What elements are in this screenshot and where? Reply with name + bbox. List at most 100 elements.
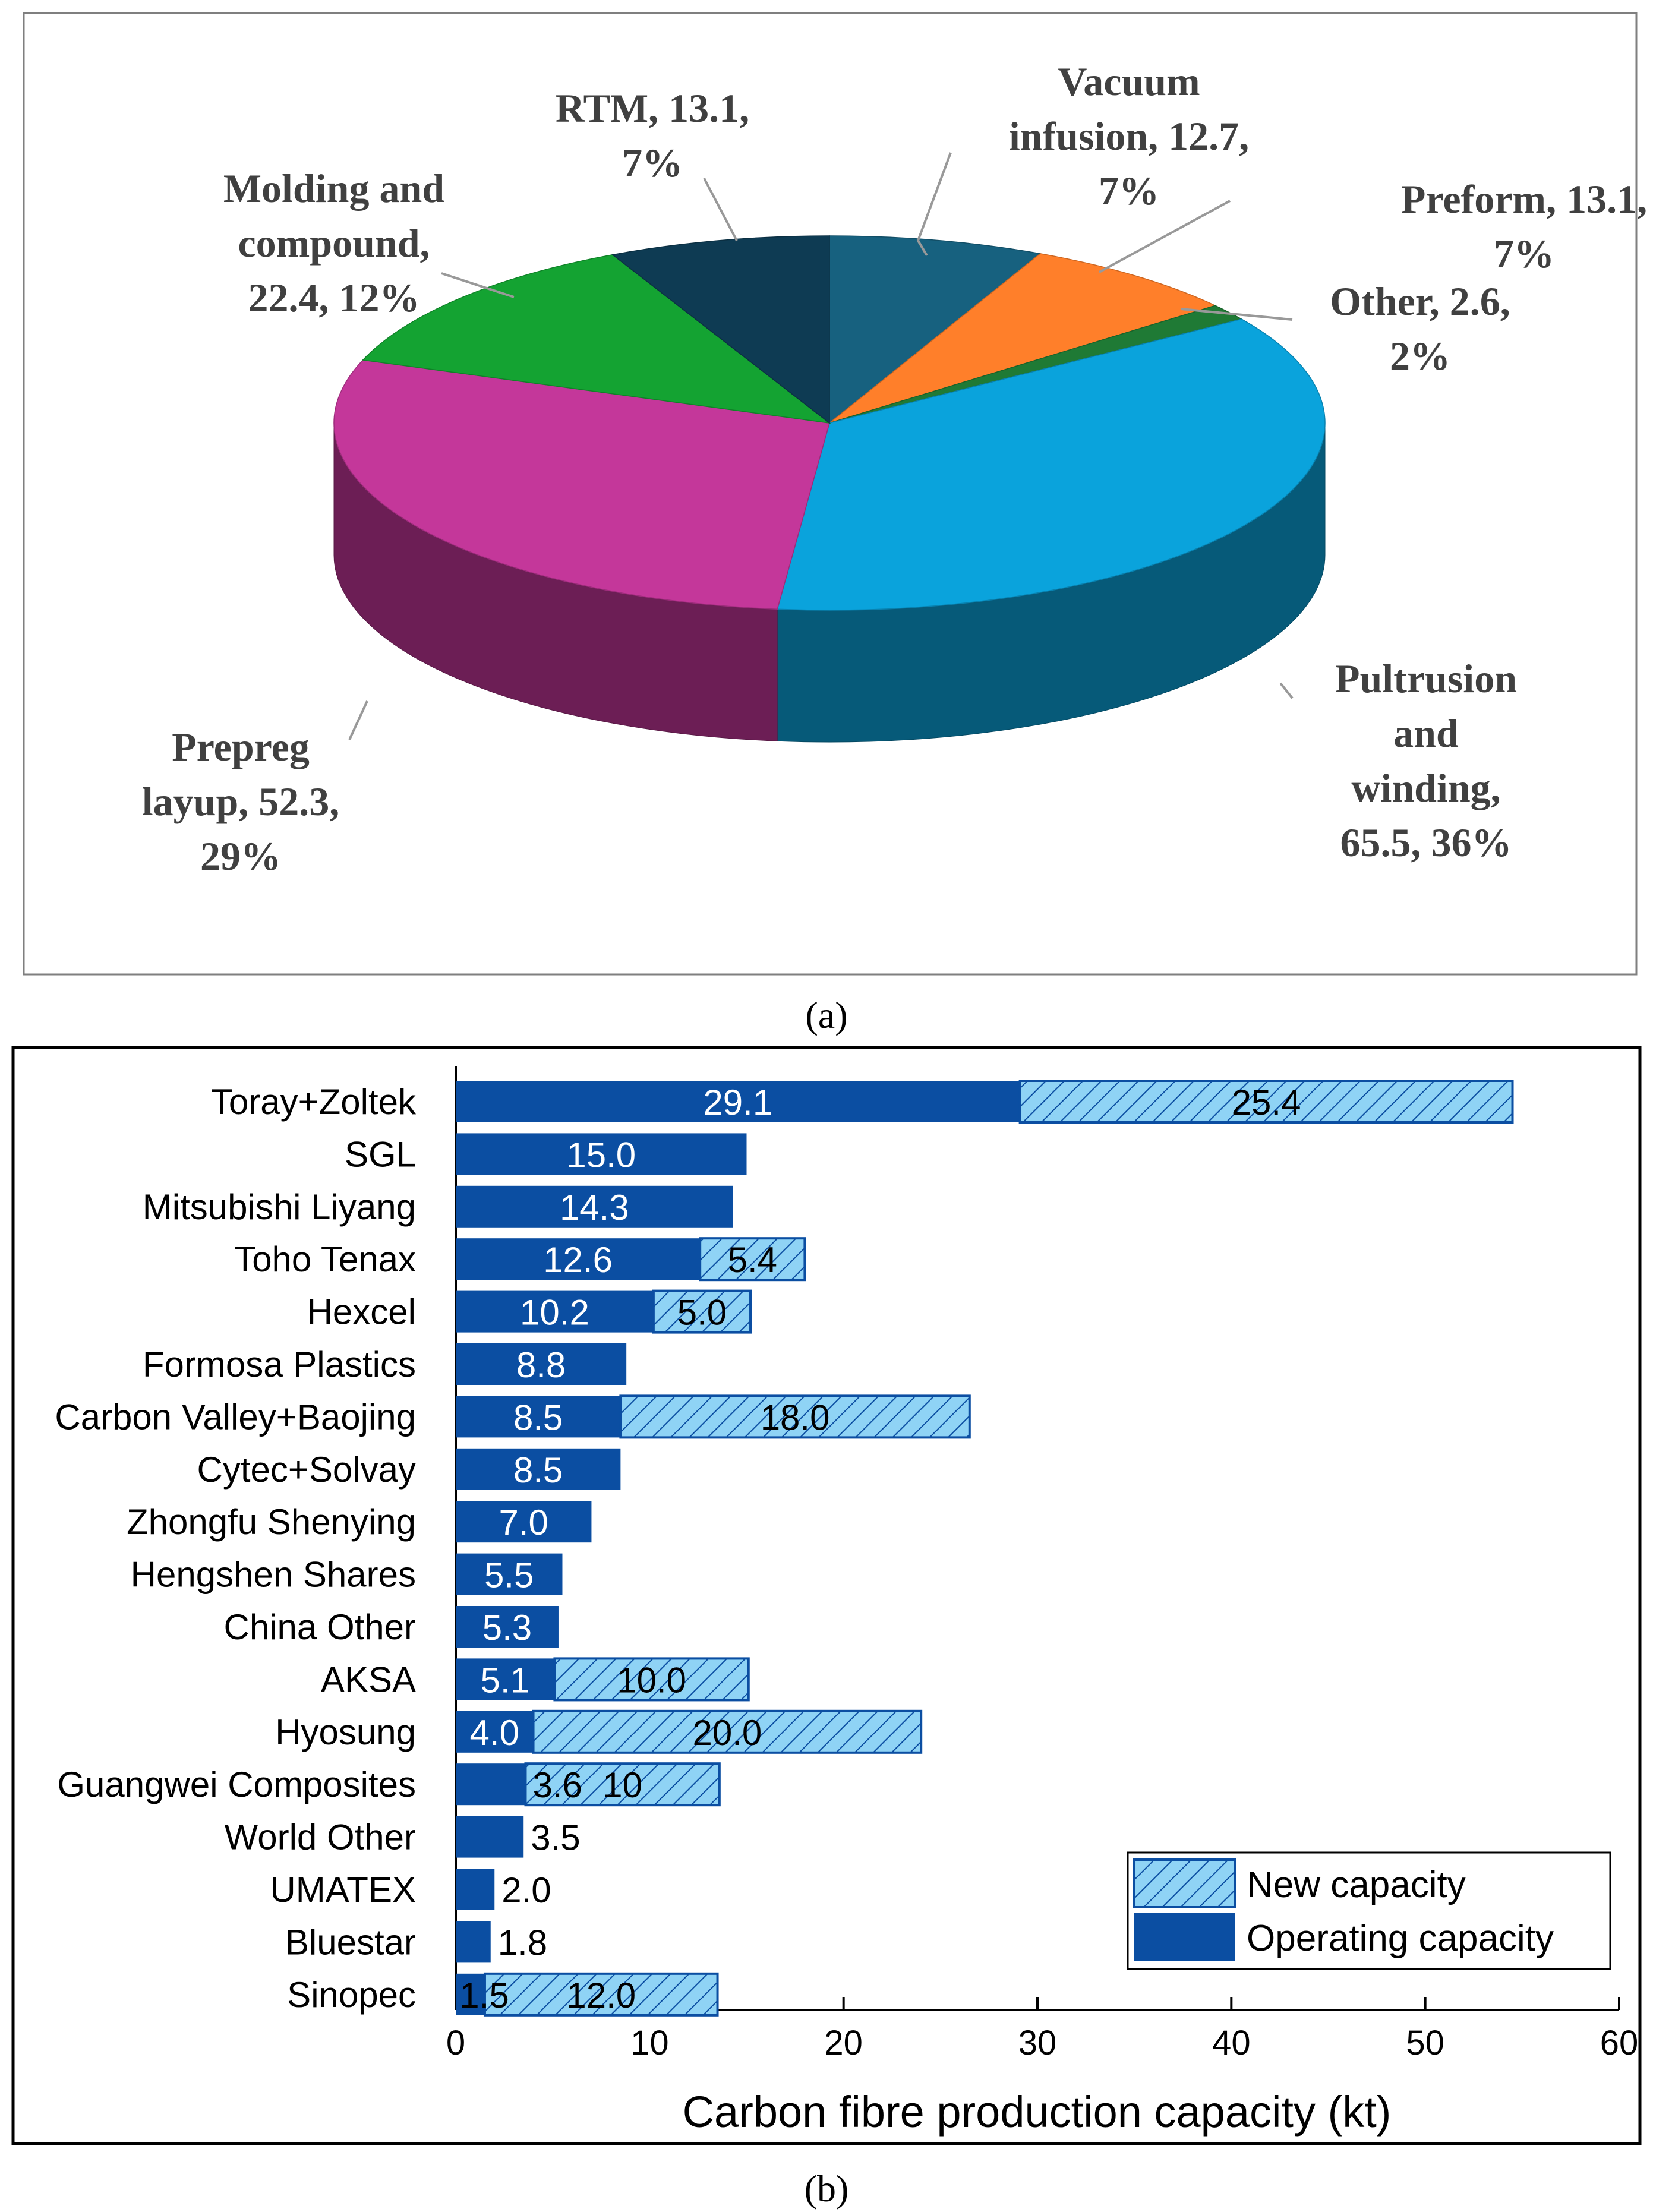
bar-operating-0	[456, 1081, 1020, 1122]
value-label-operating-4: 10.2	[520, 1293, 589, 1333]
panel-a-label: (a)	[805, 994, 847, 1036]
bar-operating-6	[456, 1396, 621, 1438]
bar-new-0	[1018, 1080, 1514, 1124]
value-label-operating-8: 7.0	[499, 1503, 548, 1542]
x-tick-label-6: 60	[1600, 2024, 1639, 2062]
pie-slice-1	[829, 253, 1217, 424]
pie-label-6: RTM, 13.1, 7%	[556, 86, 749, 185]
bar-new-3	[699, 1237, 806, 1282]
legend-label-operating: Operating capacity	[1247, 1918, 1554, 1959]
value-label-operating-15: 2.0	[501, 1870, 551, 1910]
pie-slice-0	[829, 235, 1042, 424]
value-label-operating-12: 4.0	[470, 1713, 519, 1753]
pie-chart	[333, 235, 1326, 743]
bar-operating-5	[456, 1343, 627, 1385]
bar-operating-11	[456, 1658, 555, 1700]
x-tick-label-5: 50	[1406, 2024, 1444, 2062]
bar-new-12	[532, 1709, 923, 1754]
category-label-1: SGL	[345, 1134, 416, 1174]
bar-chart: 0 10 20 30 40 50 60 Toray+Zoltek 29.1 25.4 SGL 15.0…	[55, 1066, 1638, 2062]
bar-new-4	[652, 1289, 752, 1334]
value-label-operating-16: 1.8	[498, 1923, 547, 1962]
category-label-2: Mitsubishi Liyang	[143, 1187, 416, 1227]
pie-label-2: Other, 2.6, 2%	[1330, 279, 1510, 378]
category-label-8: Zhongfu Shenying	[127, 1502, 416, 1542]
bar-operating-2	[456, 1185, 733, 1228]
bar-new-17	[483, 1972, 719, 2017]
value-label-operating-0: 29.1	[703, 1083, 772, 1122]
value-label-new-12: 20.0	[692, 1713, 762, 1753]
value-label-new-3: 5.4	[728, 1240, 777, 1280]
category-label-7: Cytec+Solvay	[197, 1450, 417, 1490]
category-label-11: AKSA	[321, 1659, 416, 1699]
value-label-operating-2: 14.3	[560, 1188, 629, 1228]
bar-operating-12	[456, 1711, 534, 1753]
category-label-15: UMATEX	[270, 1870, 416, 1910]
value-label-operating-6: 8.5	[513, 1397, 563, 1437]
category-label-10: China Other	[224, 1607, 417, 1647]
value-label-operating-13: 3.6	[532, 1765, 582, 1805]
legend-swatch-operating	[1134, 1913, 1235, 1961]
category-label-16: Bluestar	[285, 1922, 416, 1962]
value-label-new-11: 10.0	[617, 1660, 686, 1700]
bar-new-13	[524, 1762, 721, 1807]
leader-line-0	[916, 152, 952, 257]
pie-labels: Vacuum infusion, 12.7, 7% Preform, 13.1, 7%O…	[142, 59, 1647, 879]
value-label-operating-7: 8.5	[513, 1450, 563, 1490]
pie-label-4: Prepreg layup, 52.3, 29%	[142, 724, 340, 879]
value-label-operating-11: 5.1	[481, 1660, 530, 1700]
category-label-0: Toray+Zoltek	[211, 1082, 417, 1122]
bar-operating-4	[456, 1290, 654, 1333]
x-tick-label-1: 10	[630, 2024, 669, 2062]
bar-operating-10	[456, 1606, 559, 1648]
pie-slice-5	[362, 254, 831, 424]
bar-operating-8	[456, 1501, 592, 1543]
leader-line-6	[703, 178, 738, 241]
value-label-new-0: 25.4	[1232, 1083, 1301, 1122]
bar-operating-17	[456, 1973, 485, 2015]
category-label-3: Toho Tenax	[234, 1239, 416, 1279]
value-label-new-13: 10	[602, 1765, 642, 1805]
value-label-operating-3: 12.6	[543, 1240, 613, 1280]
legend-swatch-new	[1133, 1858, 1236, 1908]
value-label-operating-14: 3.5	[531, 1818, 580, 1858]
x-tick-label-0: 0	[446, 2024, 465, 2062]
bar-new-6	[619, 1394, 971, 1439]
x-tick-label-3: 30	[1018, 2024, 1057, 2062]
category-label-5: Formosa Plastics	[143, 1345, 416, 1384]
bar-operating-9	[456, 1553, 563, 1595]
panel-b-label: (b)	[805, 2167, 849, 2210]
bar-operating-14	[456, 1816, 524, 1858]
pie-label-5: Molding and compound, 22.4, 12%	[223, 166, 444, 320]
category-label-17: Sinopec	[287, 1975, 416, 2015]
bar-operating-13	[456, 1763, 526, 1806]
value-label-new-17: 12.0	[566, 1976, 636, 2015]
category-label-9: Hengshen Shares	[131, 1555, 416, 1595]
value-label-operating-10: 5.3	[482, 1608, 532, 1648]
leader-line-1	[1099, 200, 1231, 273]
category-label-4: Hexcel	[307, 1292, 416, 1332]
x-tick-label-2: 20	[824, 2024, 863, 2062]
bar-operating-1	[456, 1133, 747, 1175]
leader-line-3	[1279, 682, 1294, 699]
value-label-new-4: 5.0	[677, 1293, 727, 1333]
bar-operating-16	[456, 1921, 491, 1963]
category-label-6: Carbon Valley+Baojing	[55, 1397, 416, 1437]
leader-line-5	[441, 272, 515, 298]
legend-label-new: New capacity	[1247, 1864, 1466, 1905]
bar-operating-3	[456, 1238, 701, 1280]
leader-line-2	[1181, 308, 1293, 321]
value-label-new-6: 18.0	[761, 1397, 830, 1437]
x-tick-label-4: 40	[1212, 2024, 1251, 2062]
category-label-13: Guangwei Composites	[57, 1765, 416, 1804]
pie-slice-6	[611, 235, 830, 424]
category-label-14: World Other	[225, 1817, 416, 1857]
leader-line-4	[348, 700, 368, 740]
bar-operating-15	[456, 1869, 495, 1910]
pie-slice-3	[777, 318, 1326, 611]
bar-operating-7	[456, 1448, 621, 1490]
bar-new-11	[553, 1657, 750, 1702]
value-label-operating-5: 8.8	[516, 1345, 566, 1385]
pie-label-0: Vacuum infusion, 12.7, 7%	[1009, 59, 1249, 213]
